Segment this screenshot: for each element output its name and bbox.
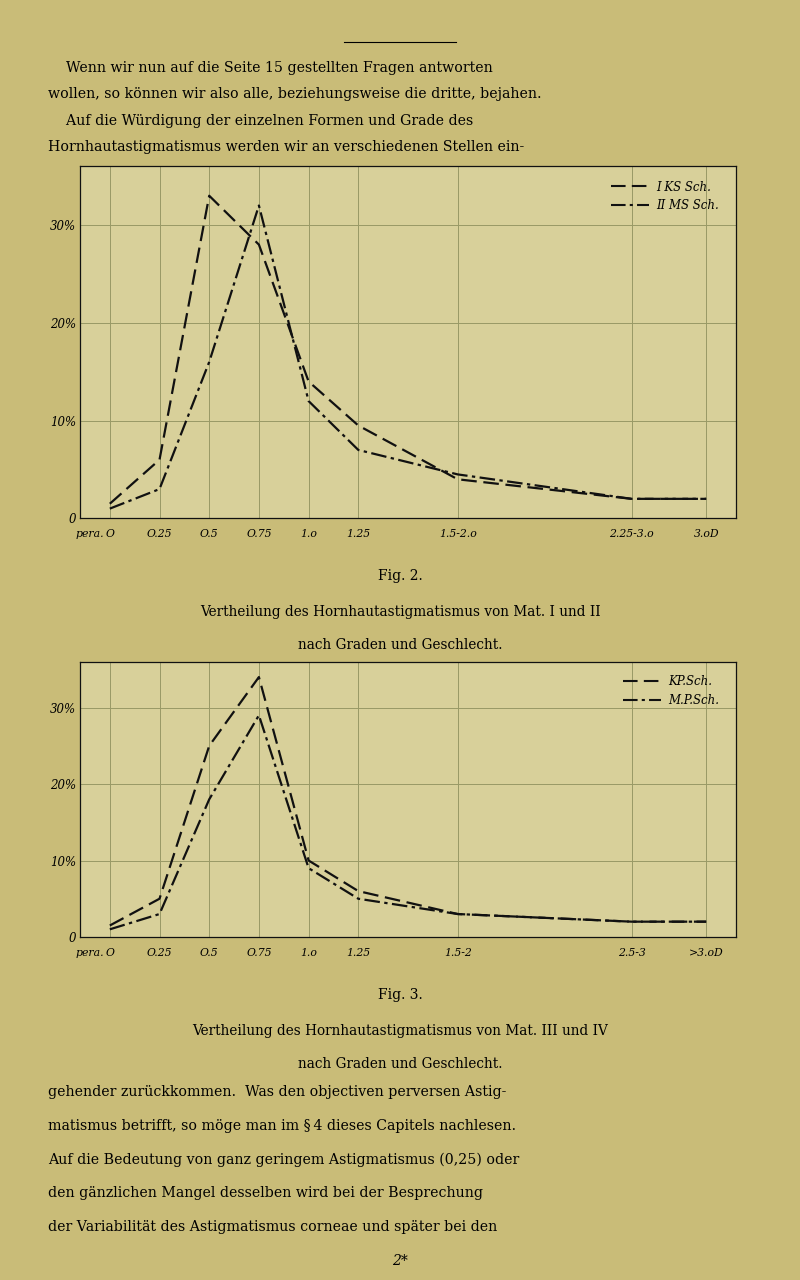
Text: nach Graden und Geschlecht.: nach Graden und Geschlecht. — [298, 1057, 502, 1070]
Text: 2.25-3.o: 2.25-3.o — [610, 529, 654, 539]
Text: 2.5-3: 2.5-3 — [618, 947, 646, 957]
Text: matismus betrifft, so möge man im § 4 dieses Capitels nachlesen.: matismus betrifft, so möge man im § 4 di… — [48, 1119, 516, 1133]
Text: 1.25: 1.25 — [346, 529, 370, 539]
Text: >3.oD: >3.oD — [689, 947, 723, 957]
Text: pera.: pera. — [76, 947, 104, 957]
Text: Vertheilung des Hornhautastigmatismus von Mat. III und IV: Vertheilung des Hornhautastigmatismus vo… — [192, 1024, 608, 1038]
Text: nach Graden und Geschlecht.: nach Graden und Geschlecht. — [298, 639, 502, 652]
Text: den gänzlichen Mangel desselben wird bei der Besprechung: den gänzlichen Mangel desselben wird bei… — [48, 1187, 483, 1201]
Text: 1.o: 1.o — [300, 529, 317, 539]
Text: Auf die Bedeutung von ganz geringem Astigmatismus (0,25) oder: Auf die Bedeutung von ganz geringem Asti… — [48, 1152, 519, 1167]
Text: wollen, so können wir also alle, beziehungsweise die dritte, bejahen.: wollen, so können wir also alle, beziehu… — [48, 87, 542, 101]
Text: Fig. 2.: Fig. 2. — [378, 570, 422, 582]
Text: Vertheilung des Hornhautastigmatismus von Mat. I und II: Vertheilung des Hornhautastigmatismus vo… — [200, 605, 600, 620]
Text: 2*: 2* — [392, 1254, 408, 1268]
Text: gehender zurückkommen.  Was den objectiven perversen Astig-: gehender zurückkommen. Was den objective… — [48, 1085, 506, 1100]
Text: pera.: pera. — [76, 529, 104, 539]
Text: 1.5-2.o: 1.5-2.o — [439, 529, 477, 539]
Text: 1.5-2: 1.5-2 — [444, 947, 471, 957]
Text: O.75: O.75 — [246, 529, 272, 539]
Legend: KP.Sch., M.P.Sch.: KP.Sch., M.P.Sch. — [618, 671, 723, 712]
Text: 1.25: 1.25 — [346, 947, 370, 957]
Text: O.25: O.25 — [146, 947, 172, 957]
Text: O.5: O.5 — [200, 529, 218, 539]
Text: O: O — [106, 947, 114, 957]
Legend: I KS Sch., II MS Sch.: I KS Sch., II MS Sch. — [606, 175, 723, 218]
Text: Hornhautastigmatismus werden wir an verschiedenen Stellen ein-: Hornhautastigmatismus werden wir an vers… — [48, 140, 524, 154]
Text: Fig. 3.: Fig. 3. — [378, 988, 422, 1001]
Text: 3.oD: 3.oD — [694, 529, 719, 539]
Text: Auf die Würdigung der einzelnen Formen und Grade des: Auf die Würdigung der einzelnen Formen u… — [48, 114, 474, 128]
Text: 1.o: 1.o — [300, 947, 317, 957]
Text: Wenn wir nun auf die Seite 15 gestellten Fragen antworten: Wenn wir nun auf die Seite 15 gestellten… — [48, 61, 493, 76]
Text: O.75: O.75 — [246, 947, 272, 957]
Text: O: O — [106, 529, 114, 539]
Text: O.5: O.5 — [200, 947, 218, 957]
Text: der Variabilität des Astigmatismus corneae und später bei den: der Variabilität des Astigmatismus corne… — [48, 1220, 498, 1234]
Text: O.25: O.25 — [146, 529, 172, 539]
